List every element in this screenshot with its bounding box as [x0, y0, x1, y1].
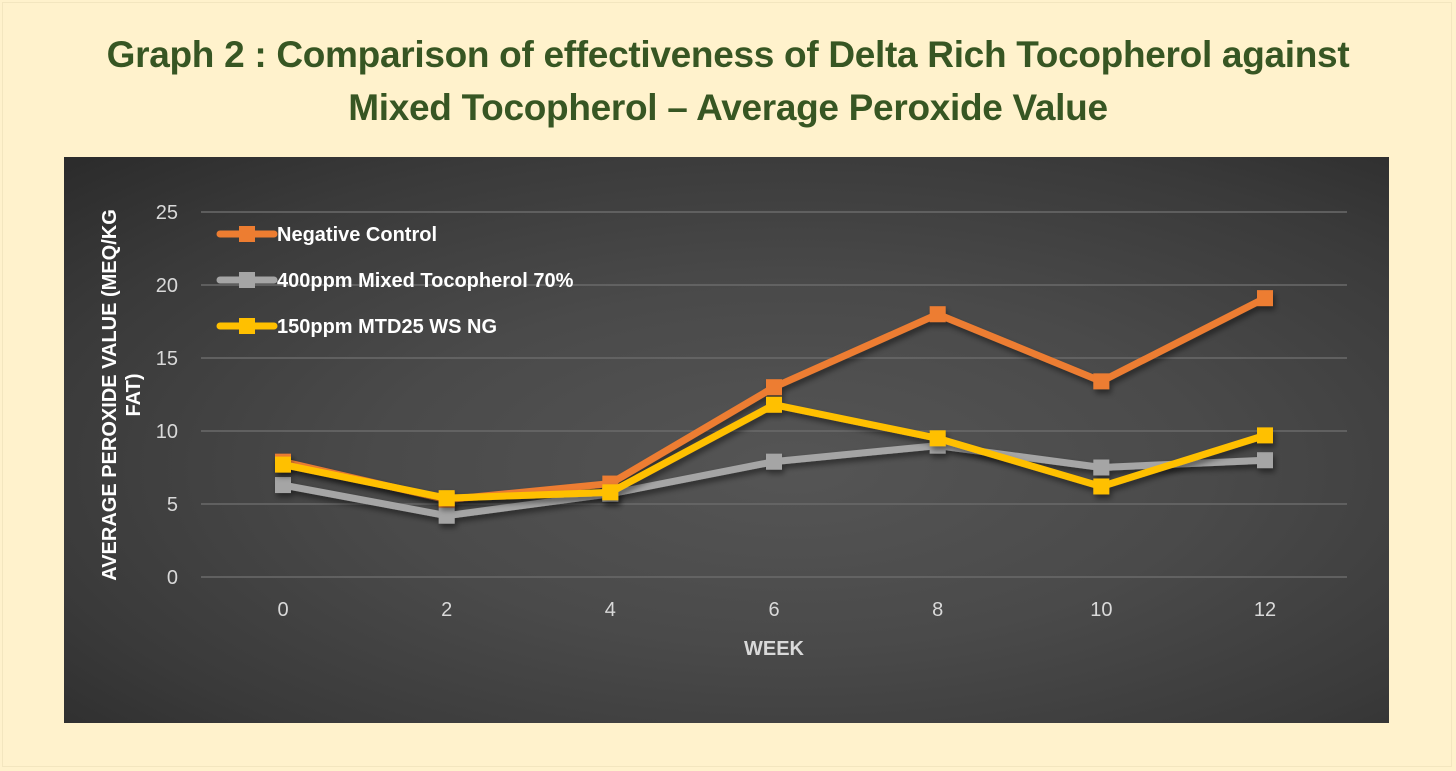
data-point-marker	[275, 456, 291, 473]
y-axis-title: AVERAGE PEROXIDE VALUE (MEQ/KG FAT)	[99, 209, 145, 581]
data-point-marker	[1257, 290, 1273, 307]
data-point-marker	[275, 477, 291, 494]
x-tick-label: 10	[1090, 599, 1112, 621]
data-point-marker	[1257, 427, 1273, 444]
x-tick-label: 6	[768, 599, 779, 621]
legend-item: 150ppm MTD25 WS NG	[216, 316, 497, 338]
data-point-marker	[1093, 478, 1110, 495]
legend-label: 400ppm Mixed Tocopherol 70%	[277, 270, 574, 292]
x-axis-title: WEEK	[744, 638, 805, 660]
legend-item: 400ppm Mixed Tocopherol 70%	[216, 270, 574, 292]
legend-marker-icon	[239, 318, 255, 334]
legend-label: Negative Control	[277, 224, 437, 246]
data-point-marker	[438, 507, 455, 524]
x-tick-label: 4	[605, 599, 616, 621]
data-point-marker	[1257, 452, 1273, 469]
x-tick-label: 8	[932, 599, 943, 621]
y-axis-ticks: 0 5 10 15 20 25	[156, 202, 178, 589]
legend-label: 150ppm MTD25 WS NG	[277, 316, 497, 338]
data-point-marker	[929, 430, 946, 447]
y-tick-label: 0	[167, 567, 178, 589]
chart-area: 0 5 10 15 20 25 0 2 4 6 8 10 12 Negative Control 400…	[64, 157, 1389, 723]
data-point-marker	[438, 490, 455, 507]
y-tick-label: 5	[167, 494, 178, 516]
y-axis-title-line: FAT)	[123, 374, 145, 417]
legend: Negative Control 400ppm Mixed Tocopherol …	[216, 224, 574, 338]
x-axis-ticks: 0 2 4 6 8 10 12	[277, 599, 1276, 621]
series-group	[275, 290, 1273, 524]
x-tick-label: 2	[441, 599, 452, 621]
chart-title-line-1: Graph 2 : Comparison of effectiveness of…	[106, 34, 1350, 75]
y-tick-label: 15	[156, 348, 178, 370]
legend-item: Negative Control	[216, 224, 437, 246]
data-point-marker	[1093, 373, 1110, 390]
data-point-marker	[766, 379, 782, 396]
y-tick-label: 10	[156, 421, 178, 443]
data-point-marker	[602, 484, 619, 501]
line-chart: 0 5 10 15 20 25 0 2 4 6 8 10 12 Negative Control 400…	[99, 202, 1347, 660]
legend-marker-icon	[239, 272, 255, 288]
series-line	[282, 401, 1267, 502]
x-tick-label: 12	[1254, 599, 1276, 621]
x-tick-label: 0	[277, 599, 288, 621]
data-point-marker	[766, 453, 782, 470]
data-point-marker	[929, 306, 946, 323]
y-axis-title-line: AVERAGE PEROXIDE VALUE (MEQ/KG	[99, 209, 121, 581]
legend-marker-icon	[239, 226, 255, 242]
series-150ppm-mtd25-ws-ng	[275, 396, 1273, 507]
y-tick-label: 20	[156, 275, 178, 297]
y-tick-label: 25	[156, 202, 178, 224]
chart-title: Graph 2 : Comparison of effectiveness of…	[0, 28, 1456, 134]
data-point-marker	[766, 396, 782, 413]
data-point-marker	[1093, 459, 1110, 476]
chart-title-line-2: Mixed Tocopherol – Average Peroxide Valu…	[348, 87, 1108, 128]
